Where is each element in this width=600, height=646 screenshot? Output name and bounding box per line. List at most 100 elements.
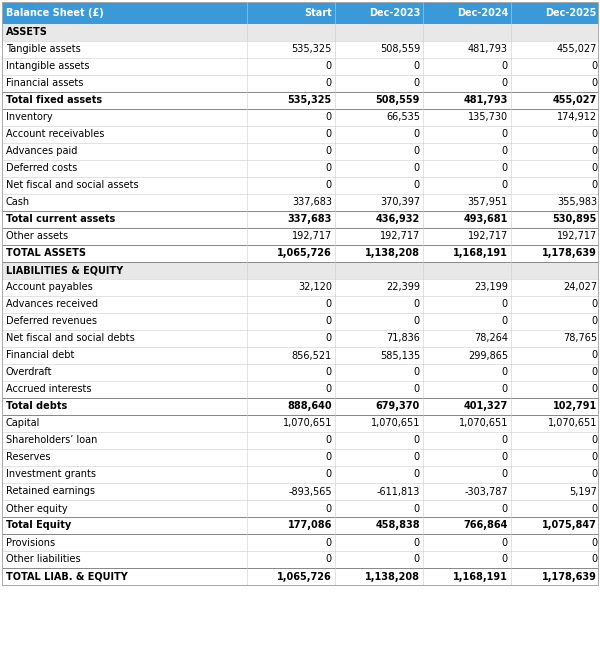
Bar xyxy=(2,415,598,432)
Text: Deferred revenues: Deferred revenues xyxy=(6,317,97,326)
Text: 0: 0 xyxy=(591,163,597,174)
Text: 0: 0 xyxy=(326,112,332,123)
Bar xyxy=(2,245,598,262)
Bar xyxy=(2,330,598,347)
Text: 22,399: 22,399 xyxy=(386,282,420,293)
Bar xyxy=(2,551,598,568)
Text: 0: 0 xyxy=(502,147,508,156)
Bar xyxy=(2,381,598,398)
Text: 0: 0 xyxy=(414,554,420,565)
Text: 0: 0 xyxy=(414,435,420,446)
Text: 0: 0 xyxy=(414,163,420,174)
Text: 0: 0 xyxy=(414,368,420,377)
Text: 23,199: 23,199 xyxy=(474,282,508,293)
Text: 1,138,208: 1,138,208 xyxy=(365,572,420,581)
Text: 0: 0 xyxy=(414,384,420,395)
Text: 0: 0 xyxy=(502,79,508,89)
Text: Dec-2025: Dec-2025 xyxy=(545,8,597,18)
Text: 0: 0 xyxy=(326,537,332,548)
Text: Shareholders’ loan: Shareholders’ loan xyxy=(6,435,97,446)
Text: Dec-2023: Dec-2023 xyxy=(368,8,420,18)
Text: ASSETS: ASSETS xyxy=(6,28,48,37)
Text: 0: 0 xyxy=(414,180,420,191)
Text: Financial assets: Financial assets xyxy=(6,79,83,89)
Text: 0: 0 xyxy=(326,300,332,309)
Text: 481,793: 481,793 xyxy=(464,96,508,105)
Text: 535,325: 535,325 xyxy=(288,96,332,105)
Text: 856,521: 856,521 xyxy=(292,351,332,360)
Text: 0: 0 xyxy=(591,351,597,360)
Text: -893,565: -893,565 xyxy=(289,486,332,497)
Text: Advances paid: Advances paid xyxy=(6,147,77,156)
Bar xyxy=(2,75,598,92)
Text: 0: 0 xyxy=(502,470,508,479)
Text: 0: 0 xyxy=(326,79,332,89)
Text: 357,951: 357,951 xyxy=(468,198,508,207)
Bar xyxy=(2,262,598,279)
Text: 1,178,639: 1,178,639 xyxy=(542,249,597,258)
Text: Retained earnings: Retained earnings xyxy=(6,486,95,497)
Text: 458,838: 458,838 xyxy=(376,521,420,530)
Text: 1,070,651: 1,070,651 xyxy=(458,419,508,428)
Text: 0: 0 xyxy=(502,368,508,377)
Text: 78,264: 78,264 xyxy=(474,333,508,344)
Text: 0: 0 xyxy=(414,537,420,548)
Text: TOTAL ASSETS: TOTAL ASSETS xyxy=(6,249,86,258)
Text: 0: 0 xyxy=(502,163,508,174)
Text: 0: 0 xyxy=(591,300,597,309)
Bar xyxy=(2,92,598,109)
Bar xyxy=(2,313,598,330)
Text: 0: 0 xyxy=(591,180,597,191)
Bar xyxy=(2,500,598,517)
Text: 24,027: 24,027 xyxy=(563,282,597,293)
Bar xyxy=(2,483,598,500)
Text: 0: 0 xyxy=(326,147,332,156)
Text: 0: 0 xyxy=(502,384,508,395)
Text: 0: 0 xyxy=(326,368,332,377)
Text: 174,912: 174,912 xyxy=(557,112,597,123)
Bar xyxy=(2,466,598,483)
Text: Other assets: Other assets xyxy=(6,231,68,242)
Text: 0: 0 xyxy=(414,452,420,463)
Text: 493,681: 493,681 xyxy=(464,214,508,225)
Text: 1,070,651: 1,070,651 xyxy=(548,419,597,428)
Text: 0: 0 xyxy=(326,470,332,479)
Text: Provisions: Provisions xyxy=(6,537,55,548)
Bar xyxy=(2,568,598,585)
Text: 192,717: 192,717 xyxy=(557,231,597,242)
Text: 192,717: 192,717 xyxy=(468,231,508,242)
Text: 585,135: 585,135 xyxy=(380,351,420,360)
Text: 0: 0 xyxy=(591,503,597,514)
Text: 0: 0 xyxy=(502,129,508,140)
Text: Accrued interests: Accrued interests xyxy=(6,384,91,395)
Text: 508,559: 508,559 xyxy=(376,96,420,105)
Text: 1,168,191: 1,168,191 xyxy=(453,572,508,581)
Text: Capital: Capital xyxy=(6,419,40,428)
Text: Financial debt: Financial debt xyxy=(6,351,74,360)
Text: Cash: Cash xyxy=(6,198,30,207)
Text: Other liabilities: Other liabilities xyxy=(6,554,80,565)
Bar xyxy=(2,432,598,449)
Text: 0: 0 xyxy=(326,163,332,174)
Text: 0: 0 xyxy=(502,180,508,191)
Text: 0: 0 xyxy=(414,317,420,326)
Text: 370,397: 370,397 xyxy=(380,198,420,207)
Text: 530,895: 530,895 xyxy=(553,214,597,225)
Text: 0: 0 xyxy=(591,368,597,377)
Bar xyxy=(2,177,598,194)
Bar xyxy=(2,517,598,534)
Text: 0: 0 xyxy=(591,147,597,156)
Text: 0: 0 xyxy=(326,503,332,514)
Text: Investment grants: Investment grants xyxy=(6,470,96,479)
Text: Total current assets: Total current assets xyxy=(6,214,115,225)
Bar xyxy=(2,58,598,75)
Text: 177,086: 177,086 xyxy=(287,521,332,530)
Text: 0: 0 xyxy=(414,503,420,514)
Text: -611,813: -611,813 xyxy=(377,486,420,497)
Text: 1,168,191: 1,168,191 xyxy=(453,249,508,258)
Text: 78,765: 78,765 xyxy=(563,333,597,344)
Bar xyxy=(2,109,598,126)
Text: 0: 0 xyxy=(591,317,597,326)
Text: Total fixed assets: Total fixed assets xyxy=(6,96,102,105)
Text: 0: 0 xyxy=(591,537,597,548)
